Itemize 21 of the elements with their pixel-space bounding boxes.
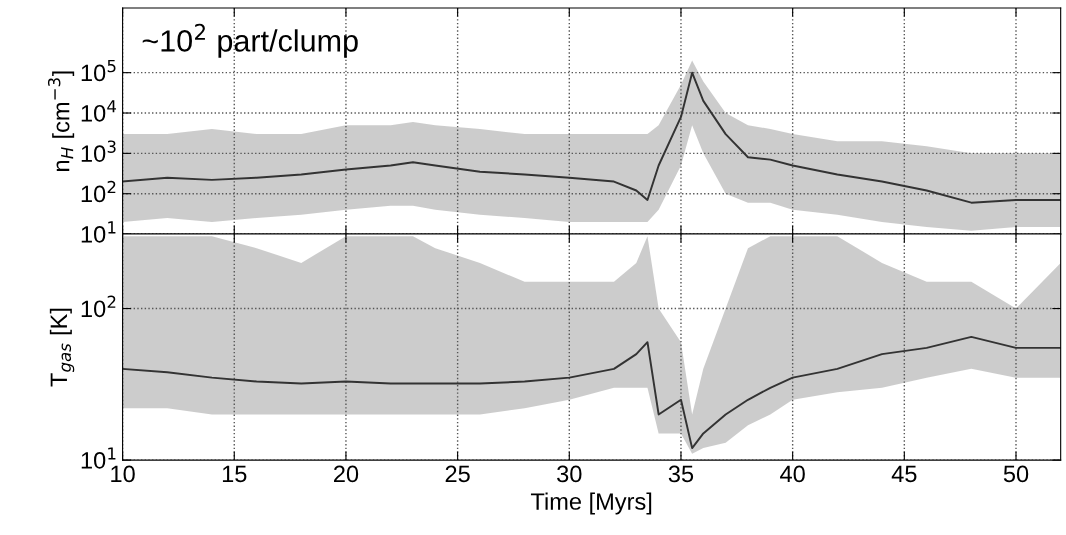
x-tick-label: 25 bbox=[445, 465, 470, 483]
y-tick-label: 10$^{2}$ bbox=[81, 295, 116, 318]
line-series bbox=[122, 71, 1061, 204]
x-tick-label: 45 bbox=[891, 465, 917, 483]
line-series bbox=[122, 335, 1061, 450]
y-axis-title: T$_{gas}$ [K] bbox=[49, 308, 75, 387]
y-tick-label: 10$^{1}$ bbox=[81, 221, 116, 243]
y-tick-label: 10$^{4}$ bbox=[81, 100, 117, 122]
x-tick-label: 30 bbox=[557, 465, 582, 483]
x-tick-label: 20 bbox=[334, 465, 359, 483]
y-tick-label: 10$^{2}$ bbox=[81, 180, 116, 203]
x-tick-label: 50 bbox=[1003, 465, 1029, 483]
x-tick-label: 10 bbox=[111, 465, 135, 483]
y-axis-title: n$_{H}$ [cm$^{−3}$] bbox=[47, 71, 75, 171]
x-tick-label: 40 bbox=[780, 465, 805, 483]
y-tick-label: 10$^{5}$ bbox=[81, 59, 116, 82]
x-tick-label: 35 bbox=[668, 465, 694, 483]
x-axis-title: Time [Myrs] bbox=[530, 492, 652, 515]
y-tick-label: 10$^{3}$ bbox=[81, 140, 116, 162]
annotation: ~10$^{2}$ part/clump bbox=[142, 23, 358, 58]
x-tick-label: 15 bbox=[222, 465, 247, 483]
